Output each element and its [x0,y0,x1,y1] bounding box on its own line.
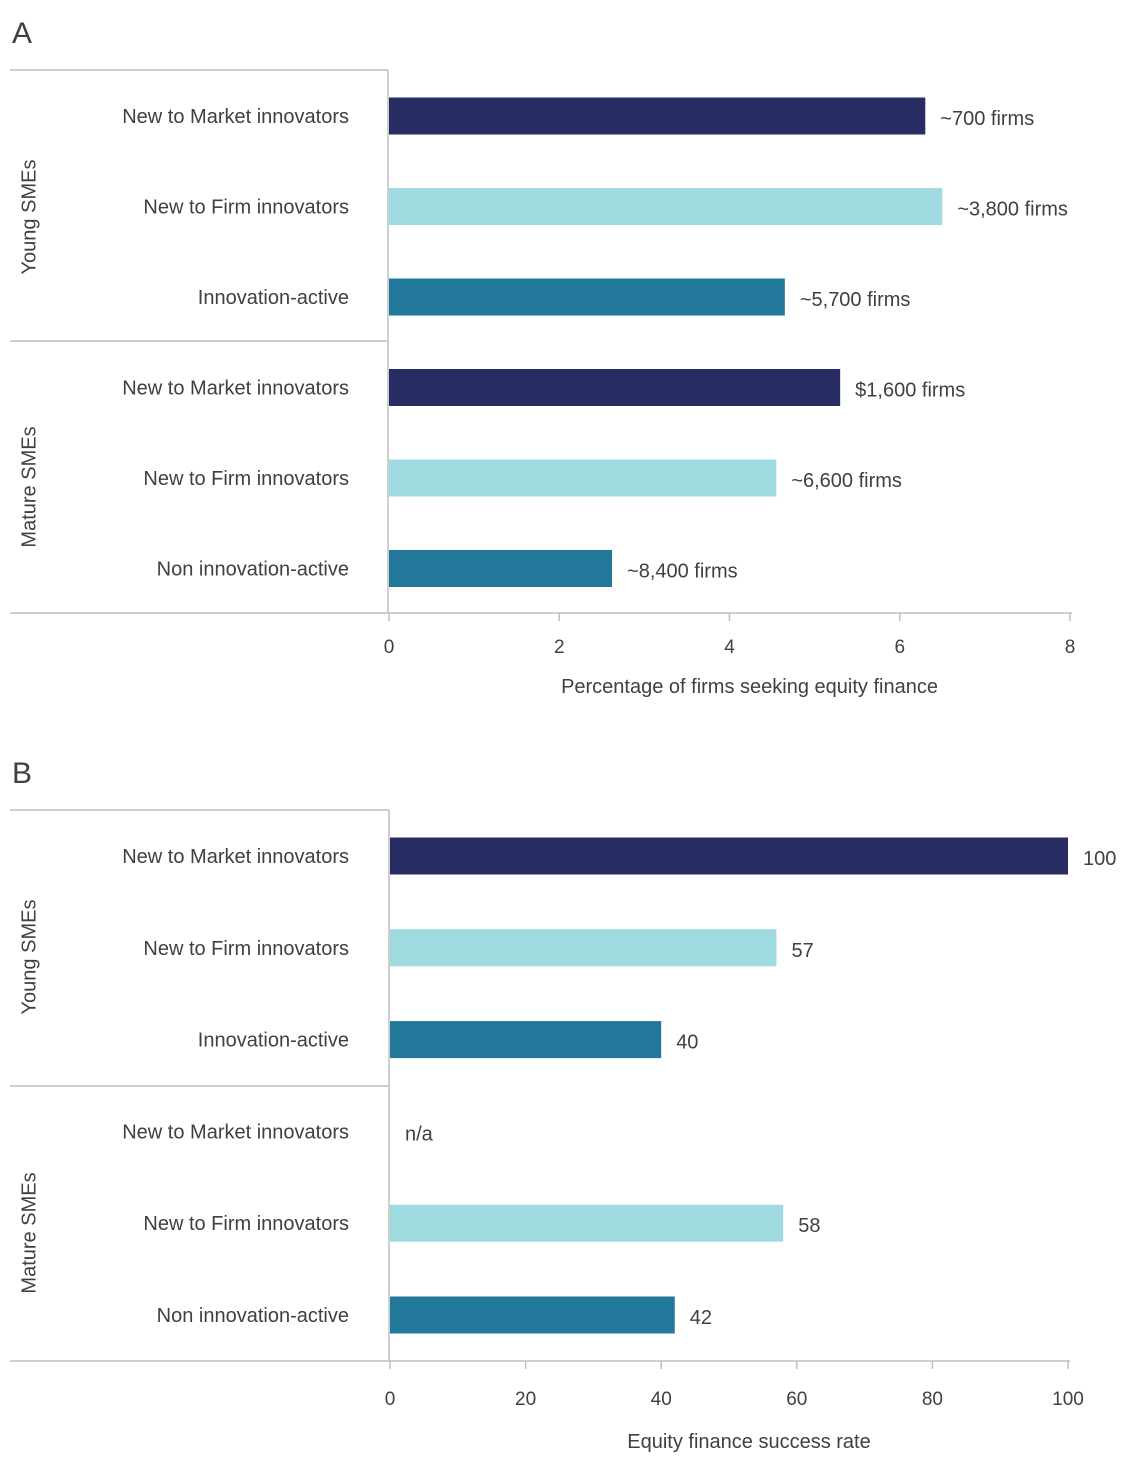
bar [389,550,613,587]
category-label: New to Market innovators [122,846,349,868]
x-tick-label: 60 [786,1389,807,1410]
data-label: 42 [690,1307,712,1329]
category-label: New to Firm innovators [143,197,349,219]
bar [389,459,777,497]
data-label: ~8,400 firms [627,561,738,583]
category-label: Innovation-active [198,1030,349,1052]
group-label: Mature SMEs [18,1172,40,1293]
x-tick-label: 40 [651,1389,672,1410]
category-label: New to Firm innovators [143,1213,349,1235]
data-label: $1,600 firms [855,380,965,402]
category-label: Non innovation-active [157,1305,349,1327]
category-label: New to Market innovators [122,106,349,128]
category-label: Non innovation-active [157,559,349,581]
category-label: Innovation-active [198,287,349,309]
data-label: 57 [791,940,813,962]
category-label: New to Market innovators [122,1121,349,1143]
x-tick-label: 6 [894,637,905,658]
group-label: Young SMEs [18,160,40,275]
x-tick-label: 8 [1065,637,1076,658]
x-tick-label: 0 [385,1389,396,1410]
x-tick-label: 20 [515,1389,536,1410]
data-label: ~700 firms [940,108,1034,130]
x-tick-label: 4 [724,637,735,658]
bar [390,1204,784,1242]
category-label: New to Market innovators [122,378,349,400]
category-label: New to Firm innovators [143,938,349,960]
x-tick-label: 100 [1052,1389,1084,1410]
bar [389,97,926,135]
data-label: ~5,700 firms [800,289,911,311]
bar [390,929,777,967]
bar [389,369,841,406]
group-label: Young SMEs [18,900,40,1015]
data-label: ~6,600 firms [791,470,902,492]
panel-letter: A [12,17,32,50]
data-label: 100 [1083,848,1116,870]
bar [390,1296,675,1334]
x-tick-label: 2 [554,637,565,658]
data-label: n/a [405,1123,434,1145]
data-label: ~3,800 firms [957,199,1068,221]
bar [389,188,943,225]
bar [390,837,1068,875]
data-label: 40 [676,1032,698,1054]
x-tick-label: 0 [384,637,395,658]
x-tick-label: 80 [922,1389,943,1410]
category-label: New to Firm innovators [143,468,349,490]
bar [389,278,785,316]
panel-letter: B [12,757,32,790]
data-label: 58 [798,1215,820,1237]
bar [390,1021,662,1059]
group-label: Mature SMEs [18,426,40,547]
x-axis-title: Equity finance success rate [627,1431,870,1452]
x-axis-title: Percentage of firms seeking equity finan… [561,676,938,698]
